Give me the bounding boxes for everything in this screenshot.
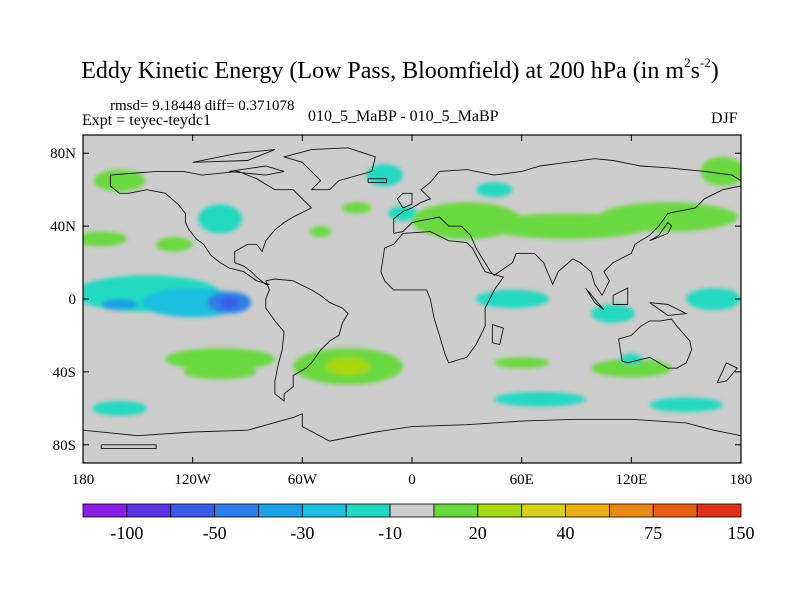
- anomaly-region-29: [494, 391, 586, 407]
- colorbar-swatch-8: [433, 503, 479, 518]
- anomaly-region-18: [475, 289, 550, 309]
- colorbar-swatch-2: [170, 503, 216, 518]
- chart-title: Eddy Kinetic Energy (Low Pass, Bloomfiel…: [81, 55, 719, 84]
- anomaly-region-30: [649, 397, 723, 412]
- colorbar-swatch-12: [609, 503, 654, 518]
- colorbar-label-0: -100: [110, 523, 143, 543]
- anomaly-region-19: [591, 304, 635, 323]
- colorbar-label-5: 40: [557, 523, 575, 543]
- anomaly-region-6: [342, 202, 372, 214]
- y-tick-label-4: 80S: [53, 438, 76, 454]
- x-tick-label-3: 0: [408, 472, 416, 488]
- x-tick-label-5: 120E: [615, 472, 647, 488]
- anomaly-region-0: [93, 169, 146, 192]
- colorbar-swatch-6: [345, 503, 391, 518]
- coastline-3: [380, 231, 505, 364]
- case-name-label: 010_5_MaBP - 010_5_MaBP: [308, 108, 499, 125]
- y-tick-label-0: 80N: [50, 146, 76, 162]
- colorbar-label-4: 20: [469, 523, 487, 543]
- colorbar-label-1: -50: [203, 523, 227, 543]
- coastline-14: [491, 324, 504, 346]
- x-tick-label-6: 180: [730, 472, 753, 488]
- colorbar-label-3: -10: [378, 523, 402, 543]
- anomaly-region-16: [220, 297, 239, 309]
- y-axis: 80N 40N 0 40S 80S: [50, 146, 741, 454]
- coastline-10: [649, 302, 688, 316]
- x-tick-label-4: 60E: [510, 472, 534, 488]
- experiment-label: Expt = teyec-teydc1: [82, 112, 211, 129]
- anomaly-layer: [83, 156, 741, 416]
- colorbar-swatch-13: [652, 503, 698, 518]
- anomaly-region-8: [475, 182, 513, 197]
- colorbar: -100 -50 -30 -10 20 40 75 150: [82, 503, 755, 543]
- coastline-13: [367, 178, 387, 183]
- colorbar-label-2: -30: [290, 523, 314, 543]
- coastline-4: [393, 158, 741, 297]
- colorbar-label-7: 150: [728, 523, 755, 543]
- x-tick-label-1: 120W: [174, 472, 212, 488]
- stats-label: rmsd= 9.18448 diff= 0.371078: [110, 98, 295, 114]
- coastline-5: [618, 318, 693, 369]
- coastline-layer: [83, 147, 741, 449]
- anomaly-region-17: [101, 299, 138, 310]
- coastline-6: [83, 413, 741, 442]
- coastline-1: [265, 278, 349, 402]
- colorbar-swatch-5: [301, 503, 347, 518]
- coastline-11: [649, 221, 673, 242]
- anomaly-region-24: [326, 357, 370, 376]
- anomaly-region-12: [700, 156, 741, 187]
- x-tick-label-2: 60W: [288, 472, 318, 488]
- colorbar-label-6: 75: [644, 523, 662, 543]
- anomaly-region-11: [598, 202, 738, 232]
- anomaly-region-27: [620, 353, 643, 365]
- coastline-2: [282, 147, 376, 191]
- colorbar-swatch-0: [82, 503, 128, 518]
- coastline-15: [716, 362, 739, 384]
- x-axis: 180 120W 60W 0 60E 120E 180: [72, 135, 753, 488]
- y-tick-label-1: 40N: [50, 219, 76, 235]
- anomaly-region-28: [92, 401, 147, 416]
- coastline-0: [109, 170, 313, 285]
- colorbar-swatch-4: [258, 503, 303, 518]
- anomaly-region-4: [309, 226, 332, 238]
- colorbar-swatch-9: [477, 503, 523, 518]
- coastline-12: [396, 192, 413, 209]
- anomaly-region-2: [83, 231, 127, 247]
- y-tick-label-3: 40S: [53, 365, 76, 381]
- coastline-9: [612, 287, 629, 305]
- y-tick-label-2: 0: [69, 292, 77, 308]
- colorbar-swatch-11: [565, 503, 610, 518]
- coastline-7: [100, 444, 157, 449]
- anomaly-region-21: [165, 348, 275, 371]
- colorbar-swatch-14: [696, 503, 742, 518]
- coastline-16: [229, 165, 285, 176]
- x-tick-label-0: 180: [72, 472, 95, 488]
- anomaly-region-26: [591, 359, 672, 378]
- anomaly-region-22: [183, 364, 257, 380]
- season-label: DJF: [711, 110, 738, 127]
- colorbar-swatch-1: [126, 503, 172, 518]
- anomaly-region-3: [156, 237, 193, 252]
- colorbar-swatch-7: [389, 503, 435, 518]
- anomaly-region-25: [494, 357, 550, 369]
- colorbar-swatch-3: [214, 503, 259, 518]
- coastline-8: [585, 287, 605, 311]
- anomaly-region-1: [198, 204, 243, 234]
- coastline-17: [192, 149, 276, 163]
- colorbar-swatch-10: [521, 503, 566, 518]
- anomaly-region-5: [366, 164, 403, 187]
- anomaly-region-20: [686, 288, 741, 310]
